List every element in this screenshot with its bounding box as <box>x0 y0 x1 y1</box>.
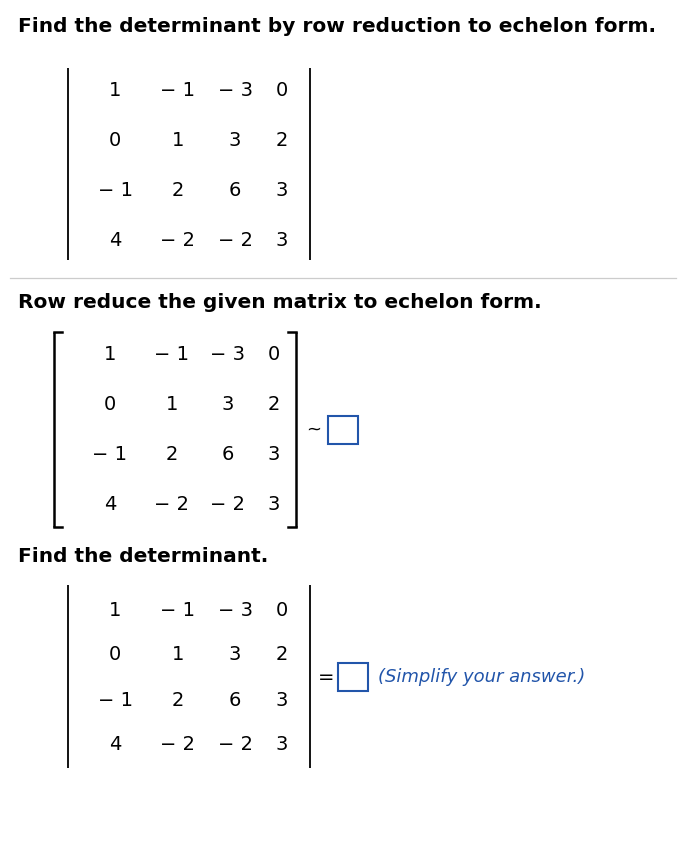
Text: 1: 1 <box>166 395 178 414</box>
Text: 3: 3 <box>276 231 288 250</box>
Text: − 1: − 1 <box>154 345 189 364</box>
Text: − 1: − 1 <box>97 181 132 200</box>
Text: 6: 6 <box>222 445 234 464</box>
Text: 4: 4 <box>109 735 121 754</box>
Text: 0: 0 <box>109 646 121 665</box>
Text: Find the determinant.: Find the determinant. <box>18 547 268 566</box>
Text: 4: 4 <box>104 495 116 515</box>
Text: 1: 1 <box>109 80 121 100</box>
Text: 2: 2 <box>166 445 178 464</box>
Text: 2: 2 <box>172 181 184 200</box>
Text: 1: 1 <box>104 345 116 364</box>
Text: 1: 1 <box>172 646 184 665</box>
Text: 3: 3 <box>276 181 288 200</box>
Text: 0: 0 <box>104 395 116 414</box>
Text: ~: ~ <box>307 421 322 439</box>
Text: 2: 2 <box>276 131 288 150</box>
Text: − 2: − 2 <box>161 735 196 754</box>
Text: − 2: − 2 <box>217 735 252 754</box>
Text: − 2: − 2 <box>217 231 252 250</box>
Text: − 1: − 1 <box>93 445 128 464</box>
Text: − 1: − 1 <box>161 80 196 100</box>
Text: 0: 0 <box>276 600 288 620</box>
Text: − 3: − 3 <box>217 80 252 100</box>
Text: Row reduce the given matrix to echelon form.: Row reduce the given matrix to echelon f… <box>18 293 542 312</box>
Text: − 3: − 3 <box>217 600 252 620</box>
Text: 3: 3 <box>268 445 280 464</box>
Text: 0: 0 <box>109 131 121 150</box>
Text: 3: 3 <box>222 395 234 414</box>
Text: − 2: − 2 <box>161 231 196 250</box>
Text: − 2: − 2 <box>154 495 189 515</box>
Text: 6: 6 <box>229 691 241 709</box>
Text: 3: 3 <box>229 131 241 150</box>
Bar <box>328 416 358 444</box>
Text: 3: 3 <box>276 691 288 709</box>
Text: 0: 0 <box>276 80 288 100</box>
Text: =: = <box>318 667 334 686</box>
Text: − 3: − 3 <box>211 345 246 364</box>
Text: 3: 3 <box>268 495 280 515</box>
Text: (Simplify your answer.): (Simplify your answer.) <box>378 668 585 686</box>
Text: − 1: − 1 <box>97 691 132 709</box>
Text: 4: 4 <box>109 231 121 250</box>
Text: 2: 2 <box>268 395 280 414</box>
Text: 2: 2 <box>276 646 288 665</box>
Text: 1: 1 <box>172 131 184 150</box>
Text: 2: 2 <box>172 691 184 709</box>
Text: 6: 6 <box>229 181 241 200</box>
Bar <box>338 663 368 691</box>
Text: − 2: − 2 <box>211 495 246 515</box>
Text: 3: 3 <box>276 735 288 754</box>
Text: 1: 1 <box>109 600 121 620</box>
Text: − 1: − 1 <box>161 600 196 620</box>
Text: Find the determinant by row reduction to echelon form.: Find the determinant by row reduction to… <box>18 16 656 35</box>
Text: 3: 3 <box>229 646 241 665</box>
Text: 0: 0 <box>268 345 280 364</box>
